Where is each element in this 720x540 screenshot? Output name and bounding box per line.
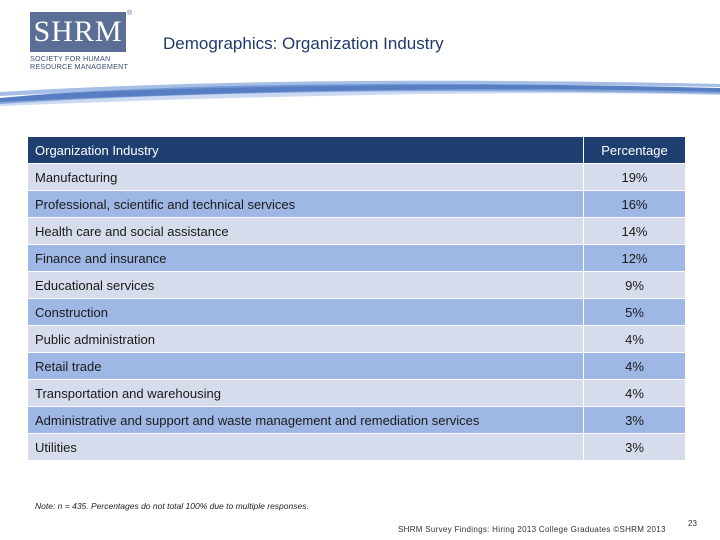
- industry-cell: Educational services: [27, 271, 584, 299]
- industry-cell: Retail trade: [27, 352, 584, 380]
- table-row: Health care and social assistance 14%: [27, 217, 687, 245]
- industry-table: Organization Industry Percentage Manufac…: [27, 136, 687, 461]
- percentage-cell: 16%: [582, 190, 687, 218]
- industry-cell: Professional, scientific and technical s…: [27, 190, 584, 218]
- industry-cell: Construction: [27, 298, 584, 326]
- logo-tagline: SOCIETY FOR HUMAN RESOURCE MANAGEMENT: [30, 55, 134, 71]
- shrm-logo: SHRM ® SOCIETY FOR HUMAN RESOURCE MANAGE…: [30, 10, 134, 74]
- table-header-row: Organization Industry Percentage: [27, 136, 687, 164]
- percentage-cell: 3%: [582, 406, 687, 434]
- table-row: Finance and insurance 12%: [27, 244, 687, 272]
- footer-source: SHRM Survey Findings: Hiring 2013 Colleg…: [398, 525, 666, 534]
- table-note: Note: n = 435. Percentages do not total …: [35, 501, 309, 511]
- industry-cell: Manufacturing: [27, 163, 584, 191]
- header-organization-industry: Organization Industry: [27, 136, 584, 164]
- percentage-cell: 12%: [582, 244, 687, 272]
- logo-registered-mark: ®: [127, 10, 133, 17]
- table-row: Utilities 3%: [27, 433, 687, 461]
- percentage-cell: 4%: [582, 379, 687, 407]
- percentage-cell: 19%: [582, 163, 687, 191]
- logo-tagline-line1: SOCIETY FOR HUMAN: [30, 54, 111, 63]
- percentage-cell: 4%: [582, 325, 687, 353]
- table-row: Transportation and warehousing 4%: [27, 379, 687, 407]
- industry-cell: Administrative and support and waste man…: [27, 406, 584, 434]
- header-percentage: Percentage: [582, 136, 687, 164]
- decorative-swoosh: [0, 80, 720, 106]
- percentage-cell: 9%: [582, 271, 687, 299]
- percentage-cell: 3%: [582, 433, 687, 461]
- percentage-cell: 5%: [582, 298, 687, 326]
- industry-cell: Health care and social assistance: [27, 217, 584, 245]
- percentage-cell: 4%: [582, 352, 687, 380]
- table-row: Professional, scientific and technical s…: [27, 190, 687, 218]
- table-row: Administrative and support and waste man…: [27, 406, 687, 434]
- table-row: Manufacturing 19%: [27, 163, 687, 191]
- table-row: Educational services 9%: [27, 271, 687, 299]
- slide-title: Demographics: Organization Industry: [163, 34, 444, 53]
- industry-cell: Finance and insurance: [27, 244, 584, 272]
- table-row: Public administration 4%: [27, 325, 687, 353]
- logo-tagline-line2: RESOURCE MANAGEMENT: [30, 62, 129, 71]
- page-number: 23: [688, 519, 697, 528]
- industry-cell: Public administration: [27, 325, 584, 353]
- industry-cell: Utilities: [27, 433, 584, 461]
- industry-cell: Transportation and warehousing: [27, 379, 584, 407]
- table-row: Retail trade 4%: [27, 352, 687, 380]
- table-row: Construction 5%: [27, 298, 687, 326]
- logo-mark: SHRM: [30, 12, 126, 52]
- percentage-cell: 14%: [582, 217, 687, 245]
